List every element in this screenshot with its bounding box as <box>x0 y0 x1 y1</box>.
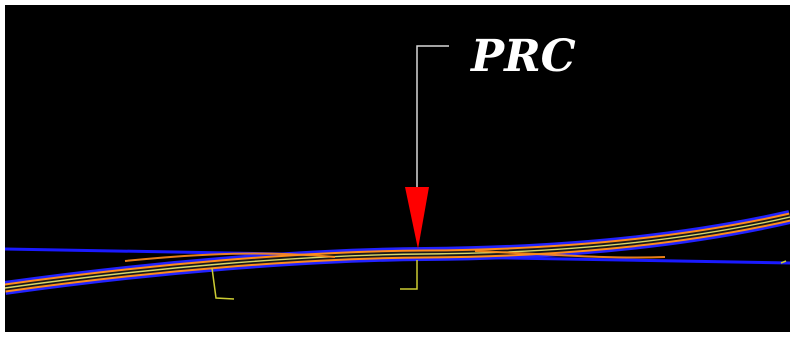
prc-leader <box>405 45 449 249</box>
station-tick-center <box>400 260 418 290</box>
station-ticks <box>211 260 787 300</box>
alignment-diagram: PRC <box>5 31 790 300</box>
offset-line-left <box>124 252 336 262</box>
leader-line <box>416 45 449 189</box>
station-tick-left <box>211 267 235 300</box>
prc-label: PRC <box>469 31 576 82</box>
station-tick-right <box>780 260 787 264</box>
curve-centerline <box>5 216 790 289</box>
offset-crossing-lines <box>124 250 666 262</box>
arrow-down-icon <box>405 187 429 249</box>
cad-drawing-viewport: PRC <box>5 5 790 332</box>
offset-line-right <box>474 250 666 259</box>
curved-alignment <box>5 210 790 295</box>
